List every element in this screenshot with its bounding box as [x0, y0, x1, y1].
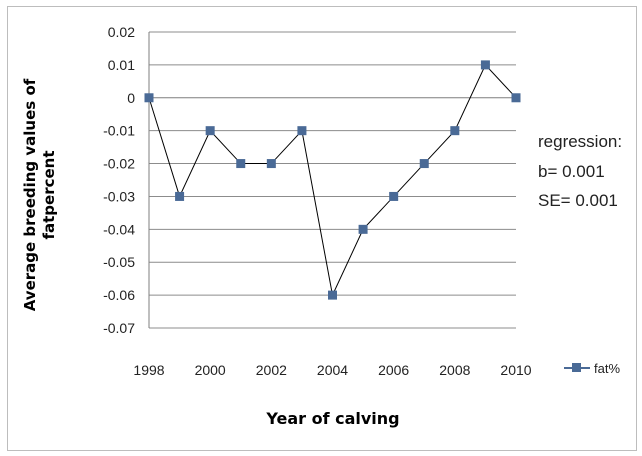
x-tick-labels: 1998 2000 2002 2004 2006 2008 2010	[133, 362, 531, 378]
y-tick-label: -0.02	[103, 156, 135, 172]
y-tick-labels: 0.02 0.01 0 -0.01 -0.02 -0.03 -0.04 -0.05 -0.06 -…	[103, 24, 135, 336]
y-tick-label: -0.04	[103, 221, 135, 237]
legend-label-fat-percent: fat%	[594, 361, 620, 376]
y-tick-label: 0.02	[108, 24, 135, 40]
data-point-1998	[144, 93, 154, 103]
data-point-2006	[389, 191, 399, 201]
legend-marker-swatch	[572, 363, 581, 372]
data-point-2001	[236, 159, 246, 169]
x-tick-label: 2000	[195, 362, 226, 378]
data-point-2005	[358, 224, 368, 234]
regression-annotation: regression: b= 0.001 SE= 0.001	[538, 132, 622, 210]
annotation-b: b= 0.001	[538, 162, 605, 181]
series-line	[148, 64, 517, 297]
chart-frame: 0.02 0.01 0 -0.01 -0.02 -0.03 -0.04 -0.05 -0.06 -…	[7, 6, 637, 451]
y-tick-label: -0.05	[103, 254, 135, 270]
data-point-2000	[205, 126, 215, 136]
series-fat-percent	[144, 60, 521, 300]
y-tick-label: 0.01	[108, 57, 135, 73]
line-chart: 0.02 0.01 0 -0.01 -0.02 -0.03 -0.04 -0.05 -0.06 -…	[21, 24, 622, 428]
x-axis-title: Year of calving	[265, 409, 399, 428]
data-point-1999	[175, 191, 185, 201]
y-tick-label: -0.07	[103, 320, 135, 336]
data-point-2007	[419, 159, 429, 169]
x-tick-label: 2002	[256, 362, 287, 378]
legend: fat%	[564, 361, 620, 376]
data-point-2009	[480, 60, 490, 70]
annotation-se: SE= 0.001	[538, 191, 618, 210]
data-point-2004	[328, 290, 337, 300]
data-point-2010	[511, 93, 521, 103]
y-axis-title-line-2: fatpercent	[40, 150, 58, 239]
y-axis-title-line-1: Average breeding values of	[21, 78, 39, 311]
y-tick-label: 0	[127, 90, 135, 106]
x-tick-label: 2010	[500, 362, 531, 378]
data-point-2002	[266, 159, 276, 169]
x-tick-label: 1998	[133, 362, 164, 378]
x-tick-label: 2006	[378, 362, 409, 378]
gridlines	[148, 31, 516, 329]
y-tick-label: -0.06	[103, 287, 135, 303]
y-tick-label: -0.01	[103, 123, 135, 139]
data-point-2008	[450, 126, 460, 136]
y-tick-label: -0.03	[103, 188, 135, 204]
x-tick-label: 2008	[439, 362, 470, 378]
annotation-regression: regression:	[538, 132, 622, 151]
data-point-2003	[297, 126, 307, 136]
x-tick-label: 2004	[317, 362, 348, 378]
